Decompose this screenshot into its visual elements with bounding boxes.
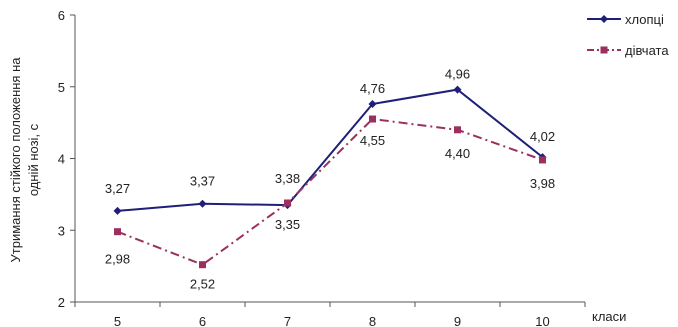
data-label: 3,35 <box>275 217 300 232</box>
x-tick-label: 10 <box>535 314 549 327</box>
x-tick-label: 7 <box>284 314 291 327</box>
data-point-marker <box>198 199 207 208</box>
x-tick-label: 9 <box>454 314 461 327</box>
data-point-marker <box>113 206 122 215</box>
legend-label: хлопці <box>625 12 664 27</box>
data-label: 4,96 <box>445 67 470 82</box>
data-label: 4,55 <box>360 133 385 148</box>
x-tick-label: 6 <box>199 314 206 327</box>
x-tick-label: 5 <box>114 314 121 327</box>
y-tick-label: 2 <box>58 295 65 310</box>
data-label: 2,98 <box>105 252 130 267</box>
data-label: 3,98 <box>530 176 555 191</box>
legend: хлопці дівчата <box>587 12 669 58</box>
y-axis-title: Утримання стійкого положення на одній но… <box>8 57 41 263</box>
data-label: 4,02 <box>530 129 555 144</box>
data-point-marker <box>539 156 546 164</box>
legend-marker <box>600 46 608 54</box>
series-layer: 3,27 3,37 3,35 4,76 4,96 4,02 2,98 2,52 3,38 4,55… <box>105 67 555 292</box>
y-tick-label: 4 <box>58 152 65 167</box>
data-label: 3,37 <box>190 174 215 189</box>
legend-label: дівчата <box>625 43 669 58</box>
data-label: 3,27 <box>105 181 130 196</box>
y-tick-label: 3 <box>58 223 65 238</box>
y-tick-label: 6 <box>58 8 65 23</box>
data-point-marker <box>199 261 206 269</box>
data-point-marker <box>114 228 121 236</box>
y-axis-title-line-2: одній нозі, с <box>26 123 41 196</box>
series-line-1 <box>117 88 544 212</box>
data-point-marker <box>454 126 461 134</box>
data-label: 3,38 <box>275 171 300 186</box>
axes: 2 3 4 5 6 5 6 7 8 9 10 <box>58 8 586 327</box>
data-label: 2,52 <box>190 277 215 292</box>
series-line-2 <box>117 117 543 266</box>
data-point-marker <box>453 85 462 94</box>
data-label: 4,76 <box>360 81 385 96</box>
data-point-marker <box>368 99 377 108</box>
x-axis-title: класи <box>592 309 626 324</box>
legend-marker <box>600 15 608 23</box>
data-label: 4,40 <box>445 146 470 161</box>
data-point-marker <box>369 115 376 123</box>
data-point-marker <box>284 199 291 207</box>
y-tick-label: 5 <box>58 80 65 95</box>
y-axis-title-line-1: Утримання стійкого положення на <box>8 57 23 263</box>
x-tick-label: 8 <box>369 314 376 327</box>
